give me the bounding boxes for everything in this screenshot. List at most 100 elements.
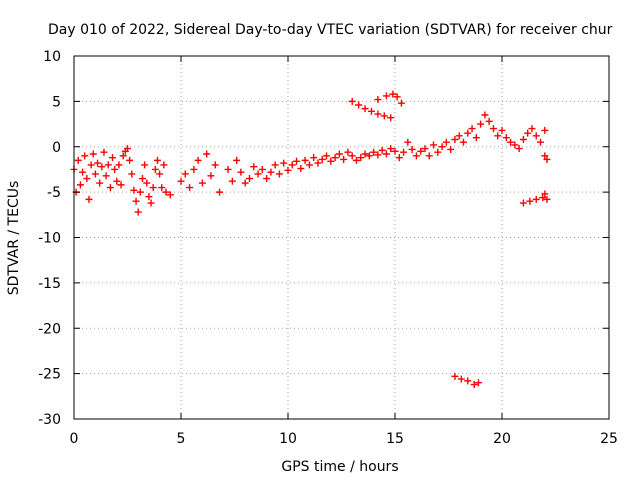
data-point [541, 126, 549, 134]
data-point [124, 145, 131, 153]
data-point [145, 193, 153, 201]
data-point [81, 152, 89, 160]
data-point [502, 134, 510, 142]
data-point [344, 148, 352, 156]
data-point [119, 152, 127, 160]
data-point [393, 93, 401, 101]
data-point [314, 159, 322, 167]
data-point [498, 126, 506, 134]
y-tick-label: -25 [38, 367, 61, 383]
data-point [357, 154, 365, 162]
data-point [340, 155, 348, 163]
data-point [442, 138, 450, 146]
data-point [87, 161, 95, 169]
data-point [76, 181, 84, 189]
data-point [216, 188, 224, 196]
data-point [190, 165, 198, 173]
data-point [96, 179, 104, 187]
data-point [331, 154, 339, 162]
data-point [515, 145, 523, 153]
data-point [109, 154, 117, 162]
data-point [130, 186, 138, 194]
data-point [113, 177, 121, 185]
data-point [412, 152, 420, 160]
data-point [128, 170, 136, 178]
data-point [293, 157, 301, 165]
data-point [543, 195, 551, 203]
data-point [241, 179, 249, 187]
y-tick-label: 10 [43, 49, 61, 65]
data-point [310, 154, 318, 162]
data-point [421, 145, 429, 153]
data-point [74, 156, 82, 164]
data-point [425, 152, 433, 160]
data-point [335, 150, 343, 158]
data-point [115, 161, 123, 169]
data-point [378, 146, 386, 154]
data-point [532, 195, 540, 203]
data-point [459, 138, 467, 146]
data-point [94, 159, 102, 167]
data-point [254, 170, 262, 178]
data-point [457, 375, 465, 383]
data-point [397, 99, 405, 107]
data-point [382, 92, 390, 100]
data-point [271, 161, 279, 169]
data-point [228, 177, 236, 185]
data-point [181, 170, 189, 178]
data-point [83, 175, 91, 183]
data-point [387, 114, 395, 122]
data-point [111, 165, 119, 173]
data-point [387, 145, 395, 153]
data-point [126, 156, 134, 164]
y-tick-label: -5 [47, 185, 61, 201]
data-point [526, 197, 534, 205]
data-point [132, 197, 140, 205]
x-axis-ticks: 0 5 10 15 20 25 [70, 56, 618, 447]
data-point [207, 172, 215, 180]
data-point [100, 148, 108, 156]
y-tick-label: 5 [52, 94, 61, 110]
data-point [85, 195, 93, 203]
data-point [382, 150, 390, 158]
data-point [451, 135, 459, 143]
data-point [481, 111, 489, 119]
data-point [430, 141, 438, 149]
data-point [451, 372, 459, 380]
data-point [489, 125, 497, 133]
data-point [156, 170, 164, 178]
data-point [365, 152, 373, 160]
data-point [468, 125, 476, 133]
data-point [417, 147, 425, 155]
data-point [245, 175, 253, 183]
data-point [158, 184, 166, 192]
data-point [352, 156, 360, 164]
data-point [280, 159, 288, 167]
data-point [374, 96, 382, 104]
data-point [98, 163, 106, 171]
data-point [408, 145, 416, 153]
x-tick-label: 20 [493, 431, 511, 447]
data-point [519, 199, 527, 207]
x-tick-label: 5 [177, 431, 186, 447]
data-point [507, 138, 515, 146]
data-point [224, 165, 232, 173]
data-point [203, 150, 211, 158]
data-point [370, 148, 378, 156]
data-point [198, 179, 206, 187]
y-tick-label: -30 [38, 412, 61, 428]
y-tick-label: -15 [38, 276, 61, 292]
data-point [541, 190, 549, 198]
data-point [395, 154, 403, 162]
data-point [288, 161, 296, 169]
data-point [361, 150, 369, 158]
data-point [233, 156, 241, 164]
data-point [284, 166, 292, 174]
y-tick-label: -20 [38, 321, 61, 337]
data-point [149, 184, 157, 192]
data-point [404, 138, 412, 146]
data-point [186, 184, 194, 192]
data-point [380, 112, 388, 120]
data-point [539, 194, 547, 202]
data-point [237, 168, 245, 176]
